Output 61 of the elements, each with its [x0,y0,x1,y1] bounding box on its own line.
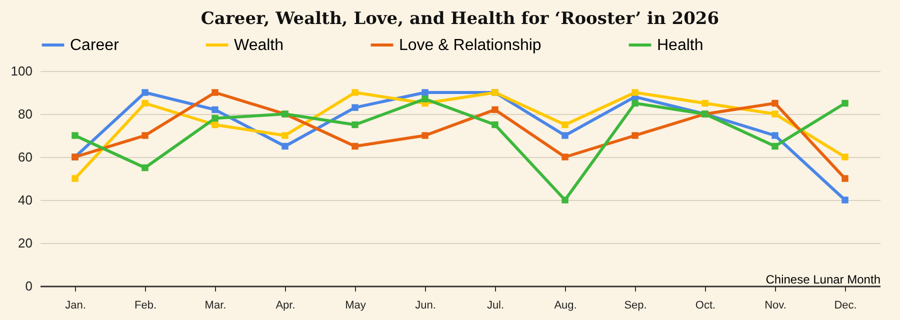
point [842,154,848,160]
point [352,89,358,96]
x-axis-title: Chinese Lunar Month [766,272,880,286]
y-tick-label: 0 [25,278,32,294]
x-tick-label: Dec. [834,300,857,312]
point [772,142,778,150]
point [352,142,358,150]
point [72,132,78,139]
x-tick-label: Nov. [764,300,786,312]
point [142,164,148,172]
point [142,100,148,107]
x-tick-label: Feb. [134,300,157,312]
point [212,114,218,122]
point [142,89,148,96]
legend-label: Health [657,37,704,54]
point [772,100,778,107]
point [72,175,78,182]
y-tick-label: 40 [18,192,32,208]
point [632,89,638,96]
x-tick-label: Jul. [486,300,504,312]
point [352,121,358,128]
point [492,121,498,128]
point [632,100,638,107]
point [842,100,848,107]
point [142,132,148,139]
legend-label: Wealth [234,37,284,54]
point [422,96,428,102]
y-tick-label: 80 [18,106,32,122]
x-tick-label: May [345,300,366,312]
point [772,132,778,139]
point [702,100,708,107]
point [562,132,568,139]
point [422,132,428,139]
point [562,121,568,128]
x-tick-label: Mar. [204,300,226,312]
x-tick-label: Apr. [276,300,296,312]
point [492,106,498,114]
y-tick-label: 60 [18,150,32,164]
legend-label: Love & Relationship [399,37,542,54]
point [772,110,778,118]
chart-title: Career, Wealth, Love, and Health for ‘Rooster’ in 2026 [200,9,720,29]
x-tick-label: Jun. [415,300,436,312]
point [842,196,848,204]
point [212,106,218,114]
point [352,104,358,111]
y-tick-label: 100 [10,64,32,78]
point [842,175,848,182]
x-tick-label: Sep. [624,300,647,312]
point [212,89,218,96]
point [422,89,428,96]
point [282,142,288,150]
x-tick-label: Aug. [554,300,577,312]
x-tick-label: Oct. [695,300,716,312]
point [632,132,638,139]
legend-label: Career [70,37,120,54]
y-tick-label: 20 [18,236,32,250]
point [282,132,288,139]
point [562,154,568,160]
point [212,121,218,128]
point [562,196,568,204]
x-tick-label: Jan. [65,300,86,312]
